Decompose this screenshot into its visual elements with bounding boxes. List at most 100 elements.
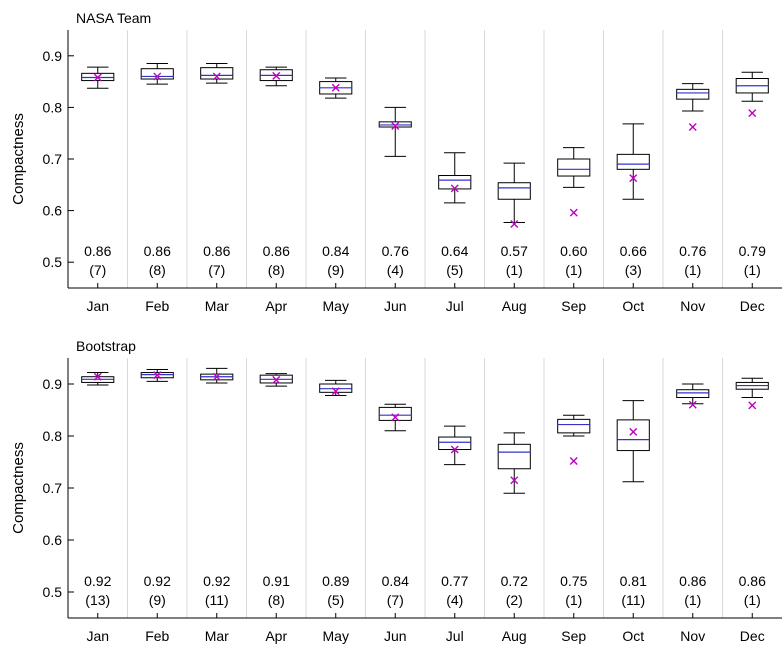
- annotation-count: (13): [85, 592, 110, 608]
- annotation-count: (4): [446, 592, 463, 608]
- value-marker: [272, 375, 281, 384]
- value-marker: [391, 413, 400, 422]
- annotation-value: 0.86: [739, 573, 766, 589]
- annotation-count: (5): [327, 592, 344, 608]
- x-tick-label-mar: Mar: [205, 298, 229, 314]
- box-body: [557, 158, 591, 177]
- marker-stroke: [331, 387, 340, 396]
- box-body: [140, 68, 174, 80]
- marker-stroke: [272, 375, 281, 384]
- marker-stroke: [688, 123, 697, 132]
- annotation-value: 0.86: [679, 573, 706, 589]
- value-marker: [569, 456, 578, 465]
- marker-stroke: [212, 372, 221, 381]
- y-tick-label: 0.8: [43, 99, 63, 115]
- y-tick-label: 0.7: [43, 151, 63, 167]
- annotation-value: 0.84: [322, 243, 349, 259]
- value-marker: [688, 400, 697, 409]
- annotation-count: (9): [149, 592, 166, 608]
- box-jun: [378, 403, 412, 432]
- annotation-count: (1): [684, 262, 701, 278]
- marker-stroke: [212, 72, 221, 81]
- value-marker: [391, 121, 400, 130]
- value-marker: [510, 220, 519, 229]
- x-tick-label-jul: Jul: [446, 628, 464, 644]
- marker-stroke: [153, 72, 162, 81]
- annotation-value: 0.77: [441, 573, 468, 589]
- marker-stroke: [391, 413, 400, 422]
- value-marker: [450, 184, 459, 193]
- annotation-value: 0.76: [382, 243, 409, 259]
- annotation-value: 0.91: [263, 573, 290, 589]
- marker-stroke: [450, 184, 459, 193]
- annotation-count: (4): [387, 262, 404, 278]
- y-tick-label: 0.6: [43, 532, 63, 548]
- x-tick-label-sep: Sep: [561, 628, 586, 644]
- box-sep: [557, 147, 591, 217]
- x-tick-label-may: May: [323, 628, 349, 644]
- marker-stroke: [569, 456, 578, 465]
- box-body: [676, 88, 710, 100]
- x-tick-label-feb: Feb: [145, 628, 169, 644]
- box-dec: [735, 377, 769, 410]
- box-aug: [497, 432, 531, 494]
- annotation-count: (3): [625, 262, 642, 278]
- x-tick-label-nov: Nov: [680, 298, 705, 314]
- marker-stroke: [153, 371, 162, 380]
- x-tick-label-mar: Mar: [205, 628, 229, 644]
- annotation-count: (11): [621, 592, 645, 608]
- y-tick-label: 0.9: [43, 48, 63, 64]
- annotation-value: 0.86: [263, 243, 290, 259]
- annotation-count: (1): [565, 262, 582, 278]
- x-tick-label-oct: Oct: [622, 298, 644, 314]
- value-marker: [748, 401, 757, 410]
- annotation-count: (8): [149, 262, 166, 278]
- box-oct: [616, 123, 650, 200]
- x-tick-label-dec: Dec: [740, 628, 765, 644]
- x-tick-label-apr: Apr: [265, 628, 287, 644]
- value-marker: [629, 427, 638, 436]
- annotation-count: (8): [268, 262, 285, 278]
- box-oct: [616, 400, 650, 483]
- annotation-value: 0.79: [739, 243, 766, 259]
- box-jan: [81, 372, 115, 386]
- annotation-count: (9): [327, 262, 344, 278]
- annotation-value: 0.84: [382, 573, 409, 589]
- value-marker: [450, 445, 459, 454]
- value-marker: [331, 83, 340, 92]
- box-body: [616, 153, 650, 170]
- annotation-value: 0.92: [84, 573, 111, 589]
- value-marker: [510, 476, 519, 485]
- chart-title: Bootstrap: [76, 338, 136, 354]
- annotation-count: (8): [268, 592, 285, 608]
- box-may: [319, 379, 353, 396]
- box-may: [319, 77, 353, 99]
- x-tick-label-feb: Feb: [145, 298, 169, 314]
- marker-stroke: [629, 427, 638, 436]
- marker-stroke: [629, 174, 638, 183]
- annotation-value: 0.57: [501, 243, 528, 259]
- annotation-count: (1): [565, 592, 582, 608]
- x-tick-label-aug: Aug: [502, 628, 527, 644]
- annotation-value: 0.89: [322, 573, 349, 589]
- box-body: [497, 443, 531, 470]
- marker-stroke: [748, 401, 757, 410]
- value-marker: [629, 174, 638, 183]
- y-axis-label: Compactness: [10, 113, 27, 205]
- y-tick-label: 0.9: [43, 376, 63, 392]
- box-feb: [140, 368, 174, 382]
- box-feb: [140, 63, 174, 85]
- box-nov: [676, 83, 710, 132]
- x-tick-label-jun: Jun: [384, 628, 407, 644]
- value-marker: [331, 387, 340, 396]
- annotation-value: 0.75: [560, 573, 587, 589]
- box-mar: [200, 63, 234, 84]
- box-dec: [735, 71, 769, 118]
- annotation-value: 0.60: [560, 243, 587, 259]
- y-tick-label: 0.8: [43, 428, 63, 444]
- box-jul: [438, 152, 472, 204]
- marker-stroke: [331, 83, 340, 92]
- y-tick-label: 0.5: [43, 584, 63, 600]
- box-sep: [557, 414, 591, 465]
